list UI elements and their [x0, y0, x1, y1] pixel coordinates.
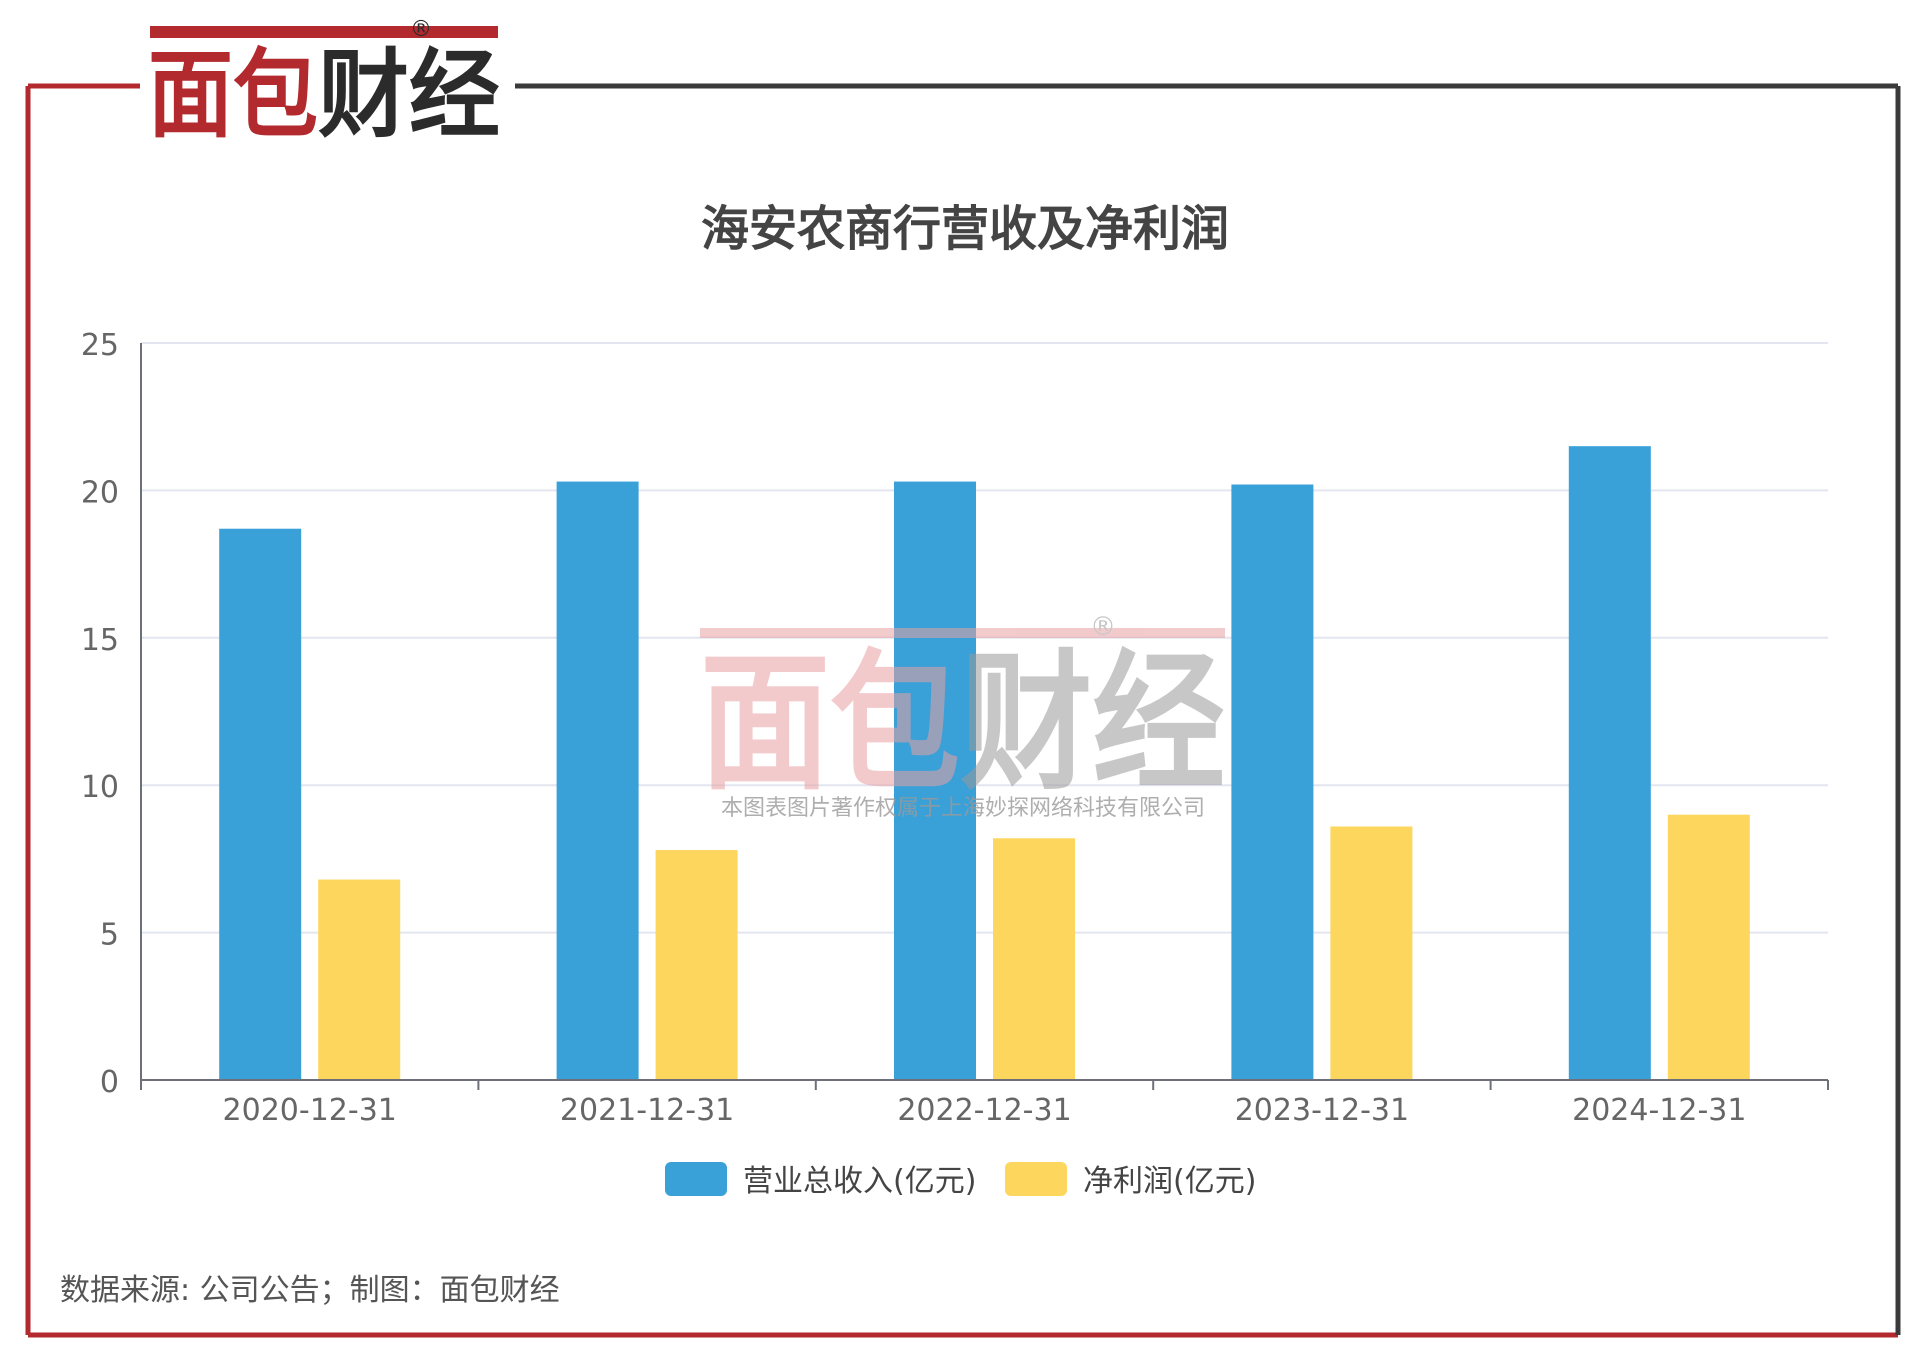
chart-title: 海安农商行营收及净利润	[701, 201, 1229, 257]
bar-revenue	[219, 528, 302, 1080]
logo-text-dark: 财经	[318, 39, 500, 151]
bar-revenue	[1568, 446, 1651, 1080]
watermark: 面包 财经 ®	[700, 612, 1225, 811]
y-tick-label: 0	[100, 1065, 119, 1100]
y-tick-label: 5	[100, 918, 119, 953]
legend-label: 营业总收入(亿元)	[743, 1164, 976, 1199]
legend: 营业总收入(亿元) 净利润(亿元)	[665, 1162, 1256, 1199]
bar-revenue	[894, 481, 976, 1080]
x-tick-label: 2024-12-31	[1572, 1093, 1746, 1128]
x-tick-label: 2023-12-31	[1235, 1093, 1409, 1128]
y-tick-label: 15	[81, 623, 119, 658]
y-tick-label: 25	[81, 328, 119, 363]
gridlines	[141, 342, 1828, 934]
x-tick-label: 2020-12-31	[223, 1093, 397, 1128]
legend-label: 净利润(亿元)	[1083, 1164, 1256, 1199]
y-tick-label: 10	[81, 770, 119, 805]
x-tick-label: 2022-12-31	[897, 1093, 1071, 1128]
watermark-copyright: 本图表图片著作权属于上海妙探网络科技有限公司	[721, 796, 1205, 821]
bar-net-profit	[1330, 826, 1413, 1080]
logo-registered-mark: ®	[410, 17, 432, 42]
frame-border	[25, 83, 1901, 1338]
watermark-accent-bar	[700, 628, 1225, 638]
x-tick-label: 2021-12-31	[560, 1093, 734, 1128]
watermark-logo-gray: 财经	[960, 637, 1225, 811]
bar-net-profit	[993, 838, 1075, 1080]
legend-swatch	[665, 1162, 727, 1196]
bar-revenue	[1231, 484, 1314, 1080]
brand-logo: 面包 财经 ®	[148, 17, 500, 151]
logo-accent-bar	[150, 26, 498, 38]
bar-revenue	[556, 481, 639, 1080]
x-axis: 2020-12-31 2021-12-31 2022-12-31 2023-12-31…	[140, 1079, 1829, 1128]
y-tick-label: 20	[81, 475, 119, 510]
bar-net-profit	[318, 879, 401, 1080]
legend-swatch	[1005, 1162, 1067, 1196]
watermark-logo-red: 面包	[700, 637, 960, 811]
bars	[219, 446, 1750, 1080]
bar-net-profit	[655, 850, 738, 1080]
watermark-registered-mark: ®	[1090, 612, 1116, 642]
y-axis-ticks: 0 5 10 15 20 25	[81, 328, 142, 1100]
data-source-note: 数据来源: 公司公告；制图：面包财经	[60, 1273, 560, 1308]
bar-net-profit	[1667, 814, 1750, 1080]
logo-text-red: 面包	[148, 39, 318, 151]
